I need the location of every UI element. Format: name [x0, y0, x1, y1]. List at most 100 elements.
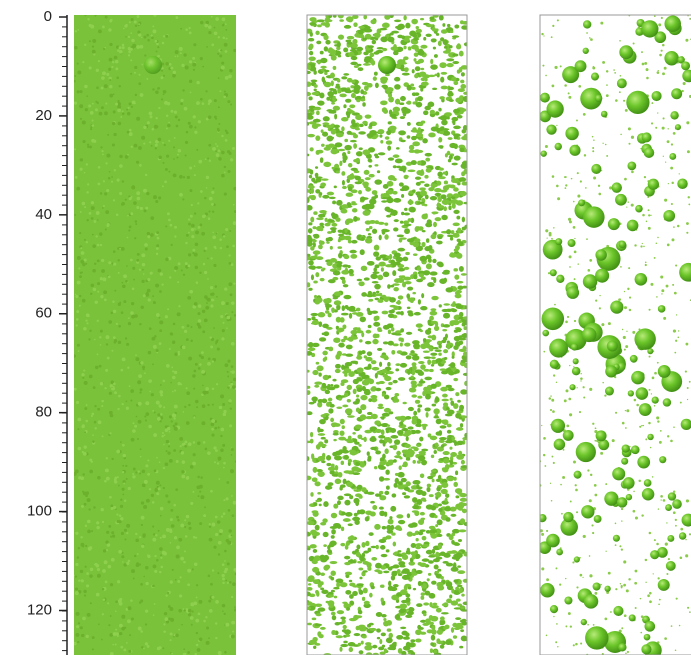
texture	[188, 218, 190, 220]
texture	[157, 413, 160, 416]
blob	[417, 404, 422, 407]
texture	[89, 546, 92, 549]
blob	[451, 197, 455, 199]
texture	[180, 99, 183, 102]
blob	[338, 398, 342, 401]
blob	[351, 201, 356, 204]
texture	[214, 461, 216, 463]
texture	[175, 50, 179, 54]
speck	[565, 187, 567, 189]
blob	[368, 325, 372, 328]
blob	[445, 334, 448, 339]
blob	[319, 337, 326, 341]
texture	[174, 427, 178, 431]
speck	[628, 578, 630, 580]
blob	[366, 330, 372, 334]
texture	[198, 312, 201, 315]
texture	[97, 282, 100, 285]
blob	[385, 136, 390, 140]
speck	[565, 321, 568, 324]
blob	[338, 343, 345, 348]
speck	[633, 43, 635, 45]
y-ticks: 020406080100120	[27, 8, 67, 618]
blob	[388, 330, 391, 335]
texture	[196, 81, 200, 85]
speck	[671, 143, 673, 145]
texture	[90, 126, 92, 128]
texture	[92, 244, 96, 248]
speck	[652, 377, 655, 380]
speck	[660, 276, 663, 279]
blob	[435, 524, 438, 527]
texture	[158, 196, 161, 199]
texture	[154, 570, 157, 573]
speck	[660, 495, 663, 498]
blob	[379, 639, 382, 644]
blob	[390, 428, 396, 433]
blob	[341, 365, 345, 370]
blob	[331, 513, 337, 519]
texture	[95, 108, 98, 111]
speck	[635, 570, 638, 573]
texture	[183, 648, 185, 650]
blob	[374, 284, 381, 290]
texture	[227, 360, 230, 363]
blob	[375, 316, 380, 321]
blob	[435, 492, 441, 498]
texture	[148, 298, 151, 301]
speck	[589, 388, 592, 391]
texture	[216, 145, 218, 147]
blob	[438, 460, 444, 462]
blob	[413, 253, 418, 256]
blob	[373, 76, 377, 80]
speck	[635, 517, 638, 520]
texture	[163, 552, 167, 556]
blob	[428, 187, 434, 191]
droplet	[581, 619, 587, 625]
texture	[230, 383, 233, 386]
texture	[215, 118, 217, 120]
texture	[94, 220, 97, 223]
texture	[140, 93, 144, 97]
texture	[196, 101, 200, 105]
texture	[146, 34, 149, 37]
blob	[331, 630, 336, 635]
blob	[384, 448, 388, 454]
blob	[361, 542, 365, 548]
texture	[201, 351, 204, 354]
texture	[76, 324, 78, 326]
texture	[84, 431, 86, 433]
texture	[92, 120, 94, 122]
blob	[352, 432, 356, 435]
blob	[311, 274, 314, 280]
blob	[335, 369, 341, 373]
blob	[345, 99, 351, 103]
texture	[159, 547, 163, 551]
blob	[380, 545, 385, 550]
texture	[209, 538, 213, 542]
blob	[309, 17, 316, 21]
texture	[203, 441, 206, 444]
blob	[345, 590, 351, 595]
speck	[605, 551, 606, 552]
texture	[177, 580, 180, 583]
texture	[226, 497, 229, 500]
blob	[387, 90, 390, 94]
blob	[315, 500, 320, 502]
speck	[671, 203, 673, 205]
blob	[419, 582, 423, 585]
texture	[162, 142, 164, 144]
texture	[215, 516, 218, 519]
texture	[211, 203, 214, 206]
blob	[422, 544, 429, 547]
blob	[405, 252, 410, 255]
texture	[77, 29, 79, 31]
blob	[313, 646, 316, 649]
speck	[642, 63, 645, 66]
blob	[313, 250, 321, 254]
blob	[430, 59, 433, 65]
texture	[111, 66, 113, 68]
droplet	[669, 153, 676, 160]
texture	[189, 290, 193, 294]
texture	[184, 445, 187, 448]
